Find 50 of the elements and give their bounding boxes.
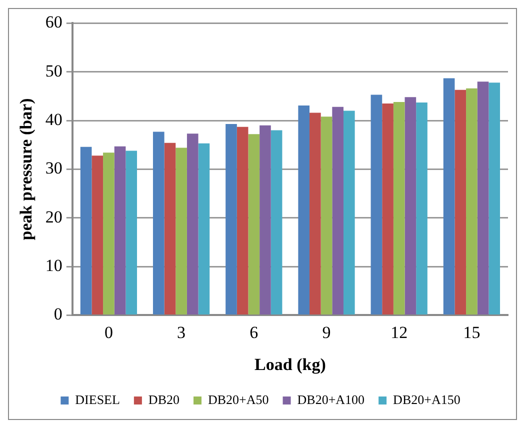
bar (382, 104, 394, 314)
bar (443, 78, 455, 314)
y-tick-label: 30 (45, 158, 62, 178)
bar (226, 124, 237, 314)
bar (236, 126, 248, 314)
bar (488, 82, 500, 314)
legend-label: DB20+A50 (208, 392, 269, 407)
bar (186, 134, 198, 314)
bar (310, 112, 321, 314)
y-tick-label: 0 (54, 304, 62, 324)
bar (393, 102, 405, 314)
x-tick-label: 0 (104, 322, 113, 342)
bar (370, 94, 382, 314)
bar (92, 156, 104, 314)
bar (164, 142, 176, 314)
bar (343, 110, 355, 314)
bar (126, 150, 138, 314)
bar (454, 90, 466, 314)
bar (320, 116, 332, 314)
bar (248, 134, 260, 314)
bar (103, 152, 114, 314)
legend-label: DB20 (148, 392, 180, 407)
x-tick-label: 3 (177, 322, 186, 342)
bar (416, 102, 428, 314)
bar (332, 106, 344, 314)
bar (80, 146, 92, 314)
y-tick-label: 10 (45, 256, 62, 275)
bar (152, 132, 164, 314)
bar (466, 88, 478, 314)
y-tick-label: 20 (45, 207, 62, 226)
y-axis-title: peak pressure (bar) (16, 98, 36, 240)
y-tick-label: 50 (45, 61, 62, 80)
y-tick-label: 40 (45, 110, 62, 129)
legend-label: DIESEL (75, 392, 120, 407)
bar (198, 143, 210, 314)
x-tick-label: 15 (463, 322, 480, 342)
legend-label: DB20+A100 (297, 392, 365, 407)
bar (260, 125, 271, 314)
x-tick-label: 6 (250, 322, 258, 342)
bar (176, 148, 187, 314)
x-axis-title: Load (kg) (254, 355, 326, 374)
bar (298, 105, 310, 314)
bar (270, 130, 282, 314)
bar (114, 146, 126, 314)
bar (404, 97, 416, 314)
y-tick-label: 60 (45, 12, 62, 32)
x-tick-label: 12 (390, 322, 408, 342)
bar (477, 82, 489, 314)
x-tick-label: 9 (322, 322, 331, 342)
legend-label: DB20+A150 (393, 392, 460, 407)
